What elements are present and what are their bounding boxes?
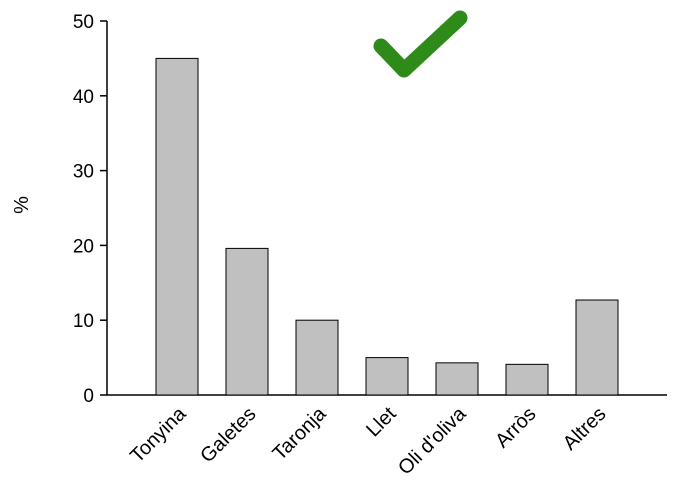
bar — [295, 319, 339, 396]
y-tick-label: 10 — [73, 311, 94, 332]
y-axis-title: % — [11, 196, 33, 214]
x-tick-label: Arròs — [491, 403, 540, 452]
x-tick-label: Galetes — [196, 403, 260, 467]
bar — [155, 57, 199, 396]
bar — [435, 362, 479, 396]
y-tick-label: 20 — [73, 236, 94, 257]
bar — [505, 363, 549, 396]
x-tick-label: Taronja — [269, 402, 332, 465]
y-tick-label: 0 — [83, 386, 94, 407]
checkmark-icon — [373, 10, 468, 78]
x-tick-label: Altres — [559, 403, 611, 455]
x-tick-label: Tonyina — [126, 402, 191, 467]
y-axis: 0 10 20 30 40 50 — [73, 12, 108, 407]
x-tick-label: Oli d'oliva — [394, 402, 471, 479]
y-tick-label: 50 — [73, 12, 94, 33]
x-tick-label: Llet — [362, 403, 401, 442]
bars — [155, 57, 619, 396]
bar — [365, 357, 409, 396]
y-tick-label: 40 — [73, 87, 94, 108]
y-tick-label: 30 — [73, 162, 94, 183]
bar — [575, 299, 619, 396]
bar — [225, 247, 269, 396]
